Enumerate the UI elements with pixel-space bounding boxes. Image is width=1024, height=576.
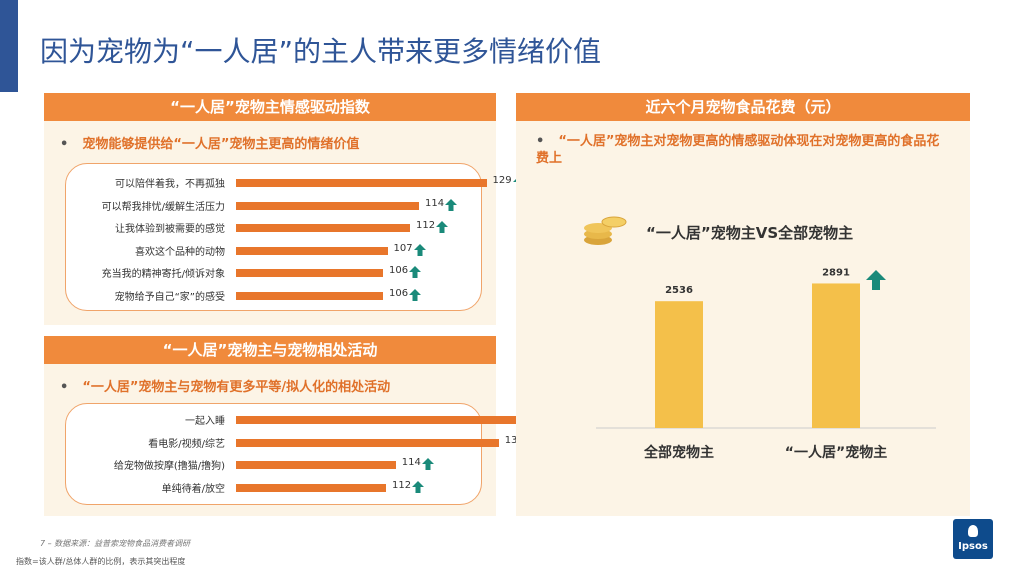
bar: [236, 483, 386, 492]
emotion-index-bullet: • 宠物能够提供给“一人居”宠物主更高的情绪价值: [60, 137, 360, 152]
up-arrow-icon: [409, 266, 421, 278]
bar: [236, 224, 410, 232]
up-arrow-icon: [413, 243, 426, 256]
up-arrow-icon: [412, 480, 424, 493]
spend-category-label: “一人居”宠物主: [785, 444, 887, 461]
spend-value-label: 2536: [665, 285, 693, 296]
coins-icon: [584, 216, 627, 245]
bar-label: 一起入睡: [185, 416, 225, 427]
up-arrow-icon: [409, 288, 421, 301]
bar-value: 106: [389, 265, 409, 276]
bar: [236, 291, 383, 300]
up-arrow-icon: [421, 458, 434, 470]
up-arrow-icon: [445, 198, 457, 211]
bar-value: 106: [389, 287, 409, 299]
bar: [236, 416, 553, 424]
bar-value: 114: [425, 197, 445, 209]
activity-bullet: • “一人居”宠物主与宠物有更多平等/拟人化的相处活动: [60, 380, 391, 395]
bar: [236, 201, 419, 210]
ipsos-logo: Ipsos: [953, 519, 993, 559]
bar-label: 单纯待着/放空: [161, 483, 225, 495]
bar: [236, 269, 383, 277]
source-note: 7 – 数据来源：益普索宠物食品消费者调研: [40, 539, 191, 548]
bar-label: 可以帮我排忧/缓解生活压力: [101, 201, 225, 213]
up-arrow-icon: [866, 270, 886, 290]
bar-label: 充当我的精神寄托/倾诉对象: [101, 269, 225, 280]
spend-chart: 2536 全部宠物主 2891 “一人居”宠物主: [596, 267, 936, 461]
index-note: 指数=该人群/总体人群的比例，表示其突出程度: [16, 557, 186, 566]
spend-bar: [655, 301, 703, 428]
bar-value: 114: [401, 457, 421, 468]
spend-bar: [812, 283, 860, 428]
page-title: 因为宠物为“一人居”的主人带来更多情绪价值: [40, 35, 602, 68]
food-spend-header: 近六个月宠物食品花费（元）: [516, 93, 970, 121]
bar-value: 112: [416, 220, 436, 231]
bar-value: 112: [392, 479, 412, 491]
accent-bar: [0, 0, 18, 92]
bar: [236, 179, 487, 187]
bar-label: 给宠物做按摩(撸猫/撸狗): [113, 461, 225, 472]
food-spend-panel: [516, 93, 970, 516]
emotion-index-box: [65, 163, 482, 311]
chart-title: “一人居”宠物主VS全部宠物主: [646, 224, 854, 242]
bar-value: 107: [393, 242, 413, 254]
bar-value: 129: [492, 175, 512, 186]
bar-label: 喜欢这个品种的动物: [135, 246, 225, 258]
bar-label: 看电影/视频/综艺: [148, 438, 225, 450]
bar-value: 135: [504, 434, 524, 446]
bar-label: 可以陪伴着我，不再孤独: [115, 179, 225, 190]
activity-header: “一人居”宠物主与宠物相处活动: [44, 336, 496, 364]
spend-value-label: 2891: [822, 267, 850, 278]
bar: [236, 438, 499, 447]
bar-label: 让我体验到被需要的感觉: [115, 224, 225, 235]
spend-category-label: 全部宠物主: [643, 444, 714, 461]
bar: [236, 461, 396, 469]
up-arrow-icon: [436, 221, 448, 233]
emotion-index-header: “一人居”宠物主情感驱动指数: [44, 93, 496, 121]
ipsos-logo-text: Ipsos: [958, 541, 988, 552]
bar-label: 宠物给予自己“家”的感受: [114, 291, 225, 303]
food-spend-bullet: • “一人居”宠物主对宠物更高的情感驱动体现在对宠物更高的食品花费上: [536, 134, 940, 166]
bar: [236, 246, 388, 255]
